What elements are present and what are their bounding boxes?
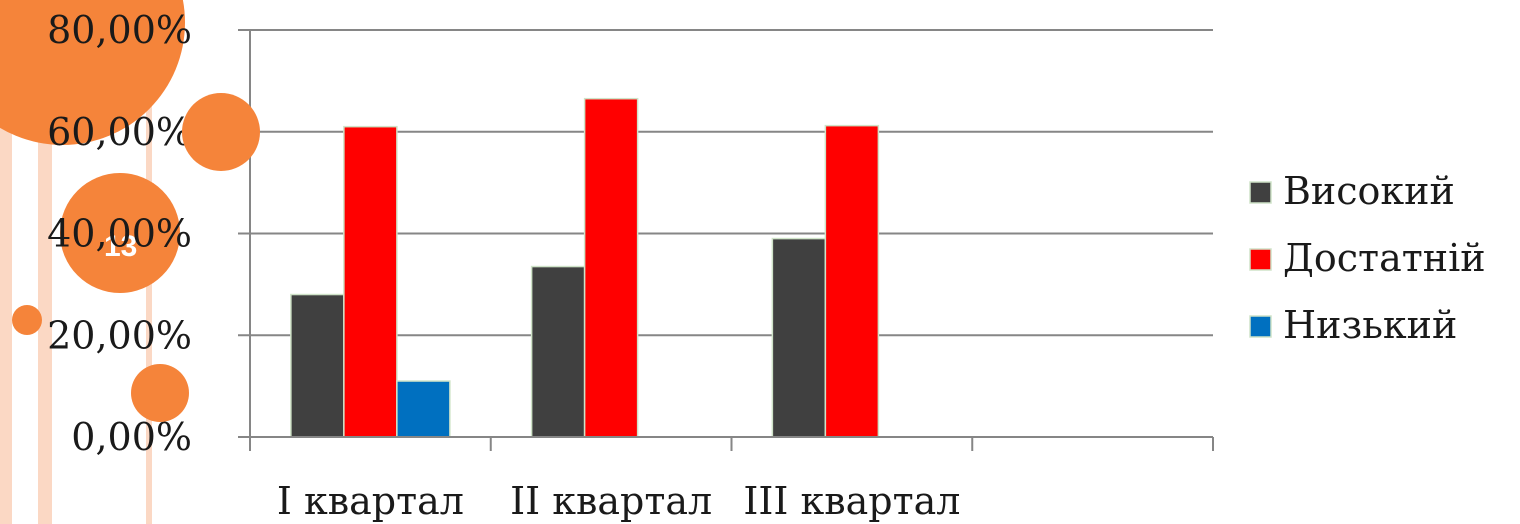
legend-swatch — [1249, 315, 1272, 338]
bar-Високий — [530, 265, 586, 438]
decor-circle-slide-number — [60, 173, 180, 293]
bar-Низький — [396, 380, 451, 438]
legend-label: Високий — [1283, 169, 1455, 213]
decor-circle-small — [12, 305, 42, 335]
bar-Високий — [771, 237, 827, 438]
x-tick-label: III квартал — [743, 479, 960, 523]
legend-swatch — [1249, 248, 1272, 271]
legend-label: Низький — [1283, 303, 1457, 347]
slide-number: 13 — [104, 230, 138, 263]
legend-swatch — [1249, 181, 1272, 204]
x-tick-label: I квартал — [277, 479, 464, 523]
y-tick-label: 80,00% — [47, 8, 192, 52]
bar-Достатній — [343, 125, 398, 438]
y-tick-label: 60,00% — [47, 110, 192, 154]
y-tick-label: 0,00% — [71, 415, 192, 459]
bar-Достатній — [583, 97, 639, 438]
decor-circle-medium — [182, 93, 260, 171]
decor-circle-lower — [131, 364, 189, 422]
x-tick-label: II квартал — [510, 479, 712, 523]
y-tick-label: 40,00% — [47, 212, 192, 256]
bar-Високий — [290, 293, 345, 438]
legend-label: Достатній — [1283, 236, 1486, 280]
y-tick-label: 20,00% — [47, 313, 192, 357]
bar-Достатній — [824, 124, 880, 438]
